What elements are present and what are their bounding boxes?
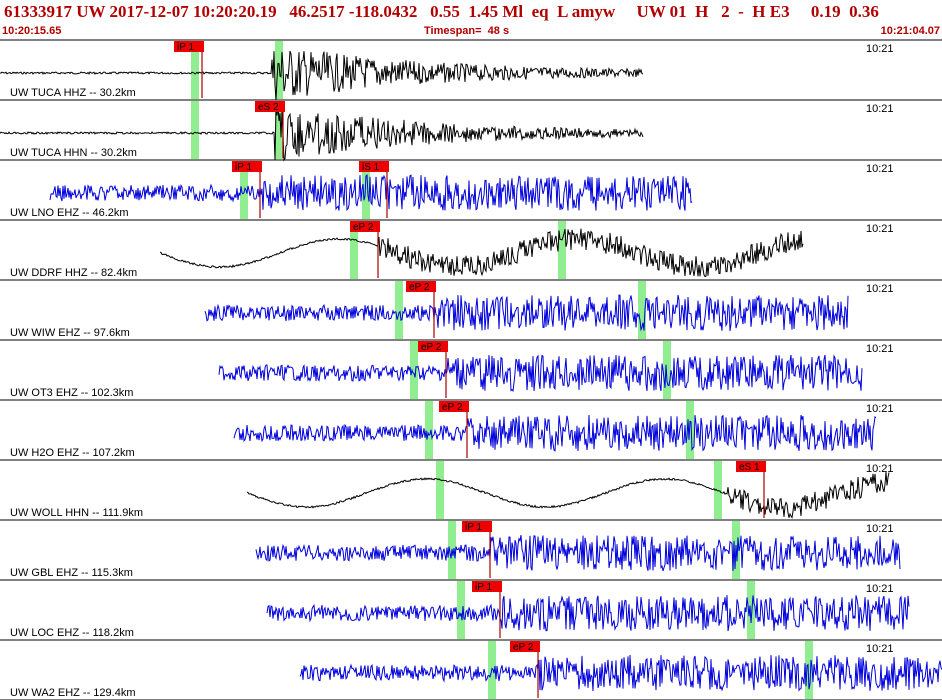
phase-pick-label: eS 1: [739, 462, 760, 473]
row-time-label: 10:21: [866, 343, 894, 355]
time-window-band: [240, 161, 248, 219]
row-time-label: 10:21: [866, 643, 894, 655]
channel-row[interactable]: eS 2 10:21 UW TUCA HHN -- 30.2km: [0, 101, 942, 162]
phase-pick-label: iP 1: [475, 582, 492, 593]
time-window-band: [714, 461, 722, 519]
phase-pick-label: iP 1: [465, 522, 482, 533]
time-window-band: [275, 41, 283, 99]
channel-row[interactable]: iP 1 iS 1 10:21 UW LNO EHZ -- 46.2km: [0, 161, 942, 221]
time-window-band: [663, 341, 671, 399]
time-window-band: [362, 161, 370, 219]
phase-pick-box[interactable]: [439, 401, 469, 412]
channel-label: UW WIW EHZ -- 97.6km: [10, 327, 130, 339]
channel-row[interactable]: iP 1 10:21 UW TUCA HHZ -- 30.2km: [0, 41, 942, 101]
phase-pick-box[interactable]: [462, 521, 492, 532]
phase-pick-box[interactable]: [350, 221, 380, 232]
event-summary-title: 61333917 UW 2017-12-07 10:20:20.19 46.25…: [4, 2, 879, 21]
channel-row[interactable]: eP 2 10:21 UW H2O EHZ -- 107.2km: [0, 401, 942, 461]
phase-pick-box[interactable]: [418, 341, 448, 352]
phase-pick-box[interactable]: [359, 161, 389, 172]
time-window-band: [395, 281, 403, 339]
row-time-label: 10:21: [866, 523, 894, 535]
start-time-label: 10:20:15.65: [2, 25, 62, 37]
channel-row[interactable]: eP 2 10:21 UW WA2 EHZ -- 129.4km: [0, 641, 942, 700]
phase-pick-box[interactable]: [255, 101, 285, 112]
time-window-band: [805, 641, 813, 699]
channel-label: UW LOC EHZ -- 118.2km: [10, 627, 134, 639]
channel-label: UW TUCA HHN -- 30.2km: [10, 147, 137, 159]
waveform-trace: [255, 535, 901, 572]
time-window-band: [747, 581, 755, 639]
waveform-trace: [0, 50, 644, 101]
time-window-band: [457, 581, 465, 639]
channel-label: UW OT3 EHZ -- 102.3km: [10, 387, 133, 399]
phase-pick-label: eP 2: [353, 222, 374, 233]
channel-row[interactable]: iP 1 10:21 UW LOC EHZ -- 118.2km: [0, 581, 942, 641]
time-window-band: [410, 341, 418, 399]
time-window-band: [436, 461, 444, 519]
channel-row[interactable]: eS 1 10:21 UW WOLL HHN -- 111.9km: [0, 461, 942, 521]
row-time-label: 10:21: [866, 163, 894, 175]
waveform-trace: [233, 414, 877, 452]
waveform-trace: [299, 654, 942, 692]
channel-row[interactable]: iP 1 10:21 UW GBL EHZ -- 115.3km: [0, 521, 942, 581]
phase-pick-label: iP 1: [235, 162, 252, 173]
waveform-trace: [246, 471, 890, 519]
phase-pick-label: iP 1: [177, 42, 194, 53]
channel-label: UW DDRF HHZ -- 82.4km: [10, 267, 137, 279]
waveform-trace: [218, 354, 863, 393]
phase-pick-label: iS 1: [362, 162, 380, 173]
end-time-label: 10:21:04.07: [880, 25, 940, 37]
waveform-trace: [159, 228, 804, 278]
time-window-band: [275, 101, 283, 159]
phase-pick-label: eP 2: [513, 642, 534, 653]
phase-pick-label: eP 2: [409, 282, 430, 293]
waveform-trace: [204, 294, 849, 332]
time-window-band: [558, 221, 566, 279]
row-time-label: 10:21: [866, 43, 894, 55]
phase-pick-label: eP 2: [421, 342, 442, 353]
phase-pick-box[interactable]: [472, 581, 502, 592]
waveform-trace: [266, 595, 910, 632]
time-window-band: [191, 101, 199, 159]
phase-pick-box[interactable]: [232, 161, 262, 172]
event-header: 61333917 UW 2017-12-07 10:20:20.19 46.25…: [0, 0, 942, 40]
timespan-label: Timespan= 48 s: [424, 25, 510, 37]
phase-pick-label: eP 2: [442, 402, 463, 413]
time-window-band: [191, 41, 199, 99]
waveform-trace: [0, 106, 644, 162]
channel-label: UW TUCA HHZ -- 30.2km: [10, 87, 136, 99]
phase-pick-box[interactable]: [510, 641, 540, 652]
waveform-trace: [49, 174, 693, 211]
time-window-band: [638, 281, 646, 339]
channel-label: UW GBL EHZ -- 115.3km: [10, 567, 133, 579]
channel-label: UW WA2 EHZ -- 129.4km: [10, 687, 136, 699]
phase-pick-label: eS 2: [258, 102, 279, 113]
phase-pick-box[interactable]: [736, 461, 766, 472]
phase-pick-box[interactable]: [406, 281, 436, 292]
channel-label: UW H2O EHZ -- 107.2km: [10, 447, 135, 459]
channel-row[interactable]: eP 2 10:21 UW WIW EHZ -- 97.6km: [0, 281, 942, 341]
channel-row[interactable]: eP 2 10:21 UW DDRF HHZ -- 82.4km: [0, 221, 942, 281]
row-time-label: 10:21: [866, 283, 894, 295]
time-window-band: [425, 401, 433, 459]
row-time-label: 10:21: [866, 583, 894, 595]
row-time-label: 10:21: [866, 463, 894, 475]
row-time-label: 10:21: [866, 103, 894, 115]
row-time-label: 10:21: [866, 223, 894, 235]
channel-row[interactable]: eP 2 10:21 UW OT3 EHZ -- 102.3km: [0, 341, 942, 401]
channel-label: UW LNO EHZ -- 46.2km: [10, 207, 129, 219]
channel-label: UW WOLL HHN -- 111.9km: [10, 507, 143, 519]
phase-pick-box[interactable]: [174, 41, 204, 52]
row-time-label: 10:21: [866, 403, 894, 415]
time-window-band: [350, 221, 358, 279]
